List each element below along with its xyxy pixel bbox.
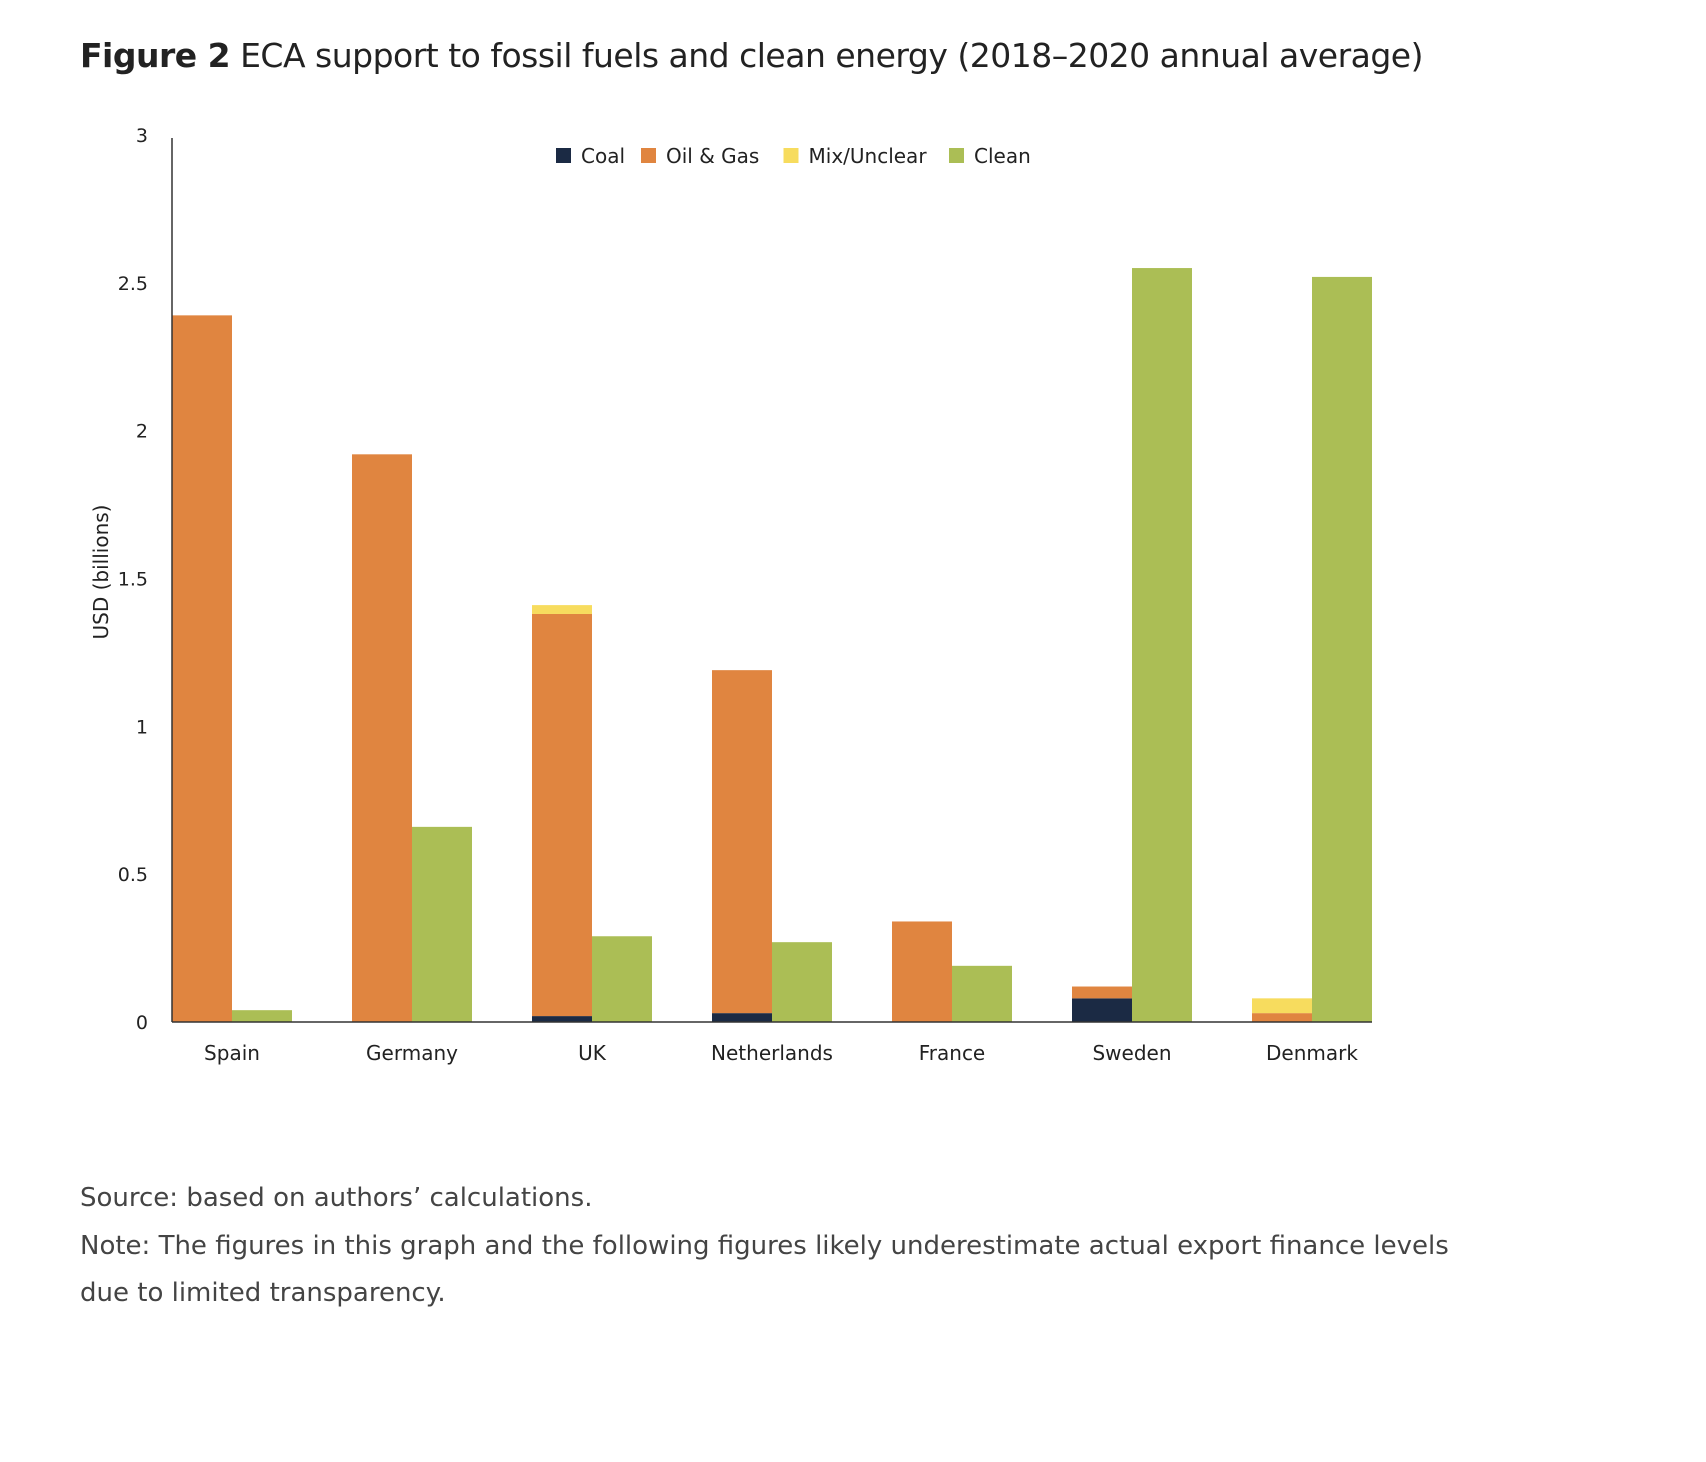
bar-chart: 0 0.5 1 1.5 2 2.5 3 USD (billions) Spain Germany U…	[89, 125, 1372, 1065]
bar-clean-spain	[232, 1010, 292, 1022]
y-tick-label: 2	[136, 421, 148, 443]
y-tick-label: 1.5	[118, 569, 148, 591]
bar-coal-uk	[532, 1016, 592, 1022]
legend-swatch	[949, 148, 964, 163]
bar-oil-gas-netherlands	[712, 670, 772, 1014]
x-tick-label: Netherlands	[711, 1041, 833, 1065]
y-tick-label: 3	[136, 125, 148, 147]
bar-oil-gas-france	[892, 921, 952, 1022]
y-tick-label: 0	[136, 1012, 148, 1034]
bar-oil-gas-sweden	[1072, 986, 1132, 999]
legend-label: Coal	[581, 144, 625, 168]
bar-oil-gas-uk	[532, 613, 592, 1017]
note-text: Note: The figures in this graph and the …	[80, 1231, 1449, 1308]
legend-swatch	[783, 148, 799, 163]
bar-coal-sweden	[1072, 998, 1132, 1022]
y-tick-label: 1	[136, 716, 148, 738]
legend-label: Mix/Unclear	[809, 144, 928, 168]
title-text: ECA support to fossil fuels and clean en…	[240, 36, 1423, 75]
bar-clean-germany	[412, 826, 472, 1022]
bar-clean-uk	[592, 936, 652, 1022]
x-tick-label: Spain	[204, 1041, 260, 1065]
legend-swatch	[641, 148, 656, 163]
x-tick-label: Denmark	[1266, 1041, 1358, 1065]
bar-clean-denmark	[1312, 276, 1372, 1022]
chart-title: Figure 2 ECA support to fossil fuels and…	[80, 36, 1423, 75]
bar-clean-france	[952, 965, 1012, 1022]
legend-label: Oil & Gas	[666, 144, 759, 168]
y-axis-label: USD (billions)	[89, 505, 113, 640]
legend-swatch	[556, 148, 571, 163]
bar-mix-unclear-denmark	[1252, 998, 1312, 1014]
bar-clean-netherlands	[772, 942, 832, 1022]
bar-mix-unclear-uk	[532, 605, 592, 614]
bar-oil-gas-spain	[172, 315, 232, 1022]
y-tick-label: 0.5	[118, 864, 148, 886]
legend-label: Clean	[974, 144, 1031, 168]
x-tick-label: UK	[578, 1041, 607, 1065]
bar-clean-sweden	[1132, 268, 1192, 1022]
x-tick-label: Germany	[366, 1041, 458, 1065]
figure-label: Figure 2	[80, 36, 231, 75]
source-text: Source: based on authors’ calculations.	[80, 1183, 593, 1213]
x-tick-label: France	[919, 1041, 986, 1065]
bar-oil-gas-germany	[352, 454, 412, 1022]
x-tick-label: Sweden	[1092, 1041, 1171, 1065]
bar-coal-netherlands	[712, 1013, 772, 1022]
y-tick-label: 2.5	[118, 273, 148, 295]
bar-oil-gas-denmark	[1252, 1013, 1312, 1022]
